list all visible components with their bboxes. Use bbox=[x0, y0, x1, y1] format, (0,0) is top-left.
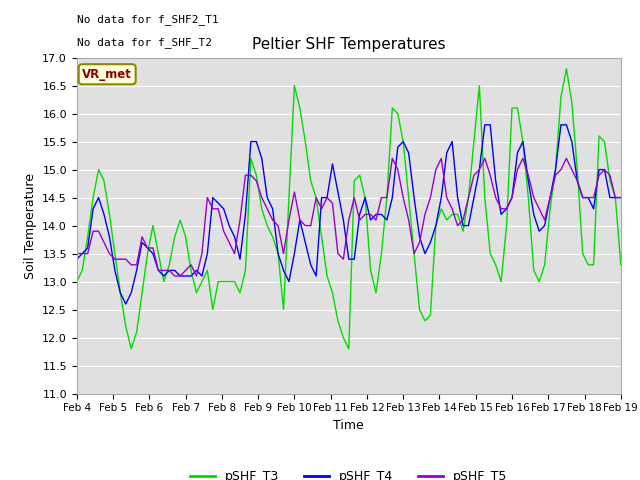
pSHF_T4 bbox=[329, 161, 337, 167]
pSHF_T4 bbox=[214, 200, 222, 206]
Line: pSHF_T3: pSHF_T3 bbox=[77, 69, 621, 349]
Text: No data for f_SHF_T2: No data for f_SHF_T2 bbox=[77, 37, 212, 48]
pSHF_T3 bbox=[563, 66, 570, 72]
X-axis label: Time: Time bbox=[333, 419, 364, 432]
pSHF_T5 bbox=[388, 156, 396, 161]
pSHF_T5 bbox=[73, 251, 81, 256]
pSHF_T3 bbox=[460, 228, 467, 234]
Line: pSHF_T5: pSHF_T5 bbox=[77, 158, 621, 276]
pSHF_T3 bbox=[127, 346, 135, 352]
pSHF_T5 bbox=[617, 195, 625, 201]
pSHF_T5 bbox=[329, 200, 337, 206]
Title: Peltier SHF Temperatures: Peltier SHF Temperatures bbox=[252, 37, 445, 52]
pSHF_T5 bbox=[214, 206, 222, 212]
pSHF_T3 bbox=[111, 251, 119, 256]
pSHF_T3 bbox=[617, 262, 625, 268]
pSHF_T5 bbox=[465, 195, 472, 201]
pSHF_T3 bbox=[214, 279, 222, 285]
pSHF_T4 bbox=[73, 256, 81, 262]
pSHF_T5 bbox=[492, 195, 500, 201]
pSHF_T3 bbox=[73, 279, 81, 285]
pSHF_T3 bbox=[486, 251, 494, 256]
Legend: pSHF_T3, pSHF_T4, pSHF_T5: pSHF_T3, pSHF_T4, pSHF_T5 bbox=[185, 465, 513, 480]
Line: pSHF_T4: pSHF_T4 bbox=[77, 125, 621, 304]
Y-axis label: Soil Temperature: Soil Temperature bbox=[24, 173, 36, 278]
pSHF_T3 bbox=[329, 290, 337, 296]
Text: No data for f_SHF2_T1: No data for f_SHF2_T1 bbox=[77, 14, 218, 25]
pSHF_T4 bbox=[481, 122, 489, 128]
pSHF_T4 bbox=[492, 178, 500, 184]
pSHF_T5 bbox=[171, 273, 179, 279]
pSHF_T4 bbox=[122, 301, 129, 307]
pSHF_T4 bbox=[405, 150, 413, 156]
pSHF_T4 bbox=[617, 195, 625, 201]
pSHF_T5 bbox=[410, 251, 418, 256]
pSHF_T4 bbox=[111, 267, 119, 273]
pSHF_T3 bbox=[405, 195, 413, 201]
pSHF_T4 bbox=[460, 223, 467, 228]
Text: VR_met: VR_met bbox=[82, 68, 132, 81]
pSHF_T5 bbox=[111, 256, 119, 262]
